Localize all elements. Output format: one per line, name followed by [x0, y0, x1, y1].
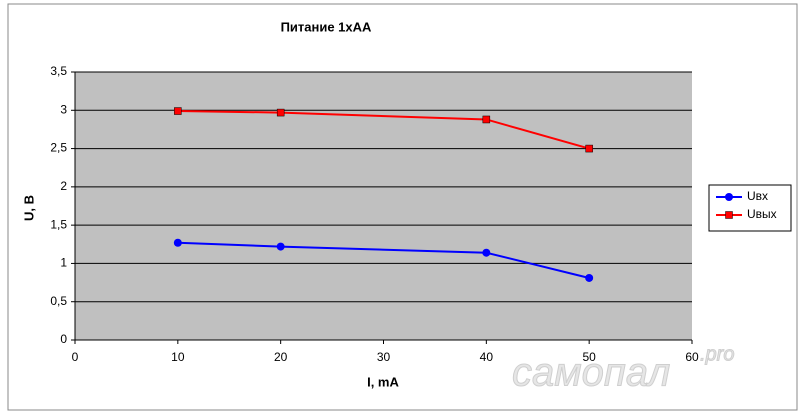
legend-marker — [725, 193, 733, 201]
y-tick-label: 1 — [60, 256, 67, 270]
marker — [482, 248, 491, 257]
x-tick-label: 0 — [72, 350, 79, 364]
legend-marker — [725, 211, 733, 219]
marker — [585, 273, 594, 282]
marker — [173, 238, 182, 247]
x-tick-label: 40 — [480, 350, 494, 364]
y-tick-label: 2 — [60, 179, 67, 193]
y-tick-label: 3,5 — [50, 64, 67, 78]
legend-label: Uвых — [747, 207, 777, 221]
marker — [585, 144, 593, 153]
y-tick-label: 1,5 — [50, 217, 67, 231]
x-axis-label: I, mA — [367, 374, 399, 389]
series-line — [177, 110, 590, 150]
watermark: самопал — [512, 351, 670, 395]
y-tick-label: 2,5 — [50, 141, 67, 155]
y-tick-label: 0,5 — [50, 294, 67, 308]
x-tick-label: 10 — [171, 350, 185, 364]
x-tick-label: 20 — [274, 350, 288, 364]
marker — [276, 242, 285, 251]
y-tick-label: 0 — [60, 332, 67, 346]
marker — [174, 107, 182, 115]
y-axis-label: U, B — [21, 195, 36, 221]
legend-label: Uвх — [747, 189, 768, 203]
x-tick-label: 60 — [685, 350, 699, 364]
plot-area — [75, 72, 692, 340]
x-tick-label: 50 — [582, 350, 596, 364]
watermark-suffix: .pro — [700, 343, 734, 365]
marker — [276, 108, 285, 117]
y-tick-label: 3 — [60, 102, 67, 116]
chart-title: Питание 1хАА — [281, 19, 372, 34]
x-tick-label: 30 — [377, 350, 391, 364]
marker — [482, 115, 491, 124]
legend-box — [708, 184, 792, 232]
series-line — [177, 241, 590, 279]
